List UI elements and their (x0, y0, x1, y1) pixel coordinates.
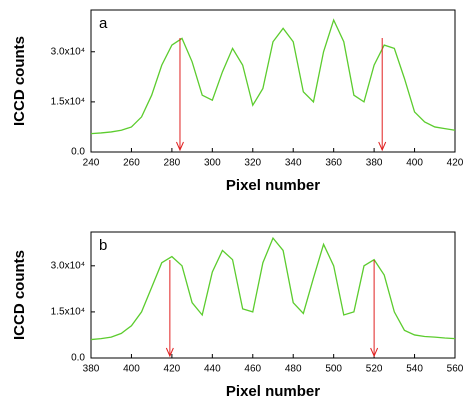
y-axis-label: ICCD counts (11, 250, 28, 340)
plot-frame (90, 9, 456, 153)
x-tick-label: 460 (244, 364, 261, 375)
arrow-head (378, 141, 387, 152)
x-tick-label: 380 (366, 158, 383, 169)
x-tick-label: 300 (204, 158, 221, 169)
panel-label: b (99, 237, 107, 254)
arrow-head (370, 347, 379, 358)
x-tick-label: 500 (325, 364, 342, 375)
data-line (90, 236, 456, 341)
y-tick-label: 0.0 (71, 353, 85, 364)
x-tick-label: 340 (285, 158, 302, 169)
arrow-head (165, 347, 174, 358)
y-tick-label: 3.0x10⁴ (51, 46, 85, 57)
x-tick-label: 240 (83, 158, 100, 169)
x-tick-label: 560 (447, 364, 464, 375)
x-tick-label: 520 (366, 364, 383, 375)
y-tick-label: 1.5x10⁴ (51, 307, 85, 318)
x-tick-label: 360 (325, 158, 342, 169)
x-tick-label: 540 (406, 364, 423, 375)
arrow-head (176, 141, 184, 152)
x-tick-label: 480 (285, 364, 302, 375)
x-tick-label: 280 (164, 158, 181, 169)
plot-frame (90, 231, 456, 359)
x-tick-label: 400 (406, 158, 423, 169)
x-tick-label: 320 (244, 158, 261, 169)
x-axis-label: Pixel number (226, 177, 320, 194)
x-tick-label: 380 (83, 364, 100, 375)
x-tick-label: 260 (123, 158, 140, 169)
y-tick-label: 3.0x10⁴ (51, 260, 85, 271)
data-line (90, 18, 456, 135)
y-tick-label: 0.0 (71, 147, 85, 158)
x-tick-label: 420 (447, 158, 464, 169)
y-tick-label: 1.5x10⁴ (51, 97, 85, 108)
panel-label: a (99, 15, 108, 32)
x-tick-label: 420 (164, 364, 181, 375)
y-axis-label: ICCD counts (11, 36, 28, 126)
x-tick-label: 440 (204, 364, 221, 375)
x-axis-label: Pixel number (226, 383, 320, 400)
x-tick-label: 400 (123, 364, 140, 375)
